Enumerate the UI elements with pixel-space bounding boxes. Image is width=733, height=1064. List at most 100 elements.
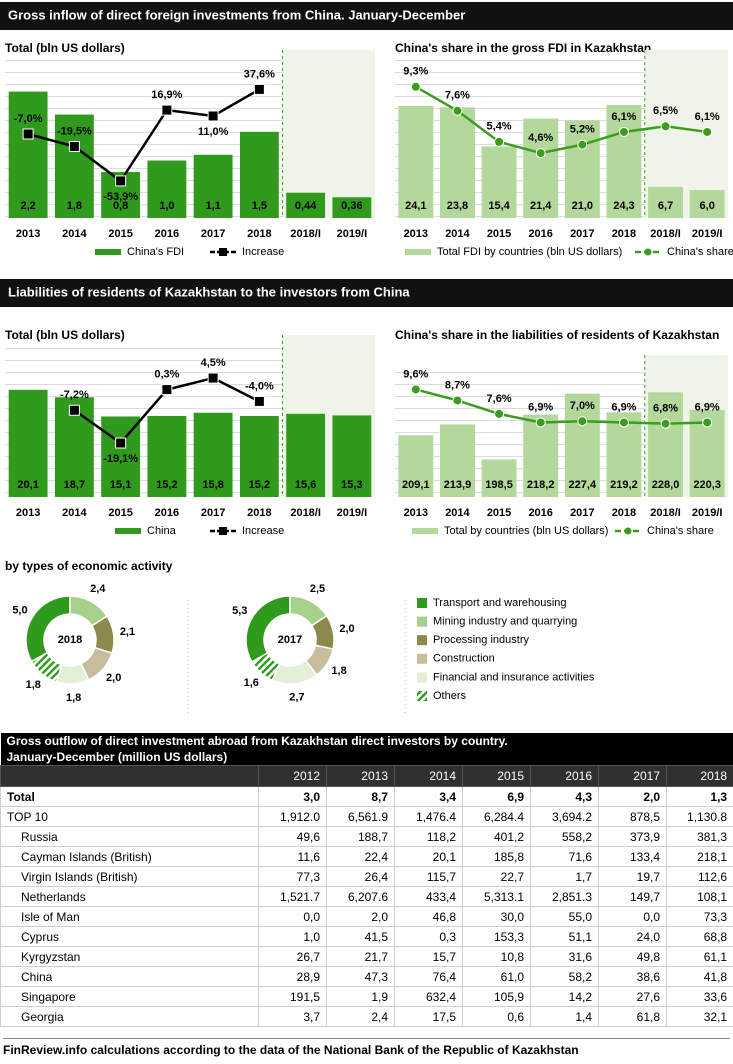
x-tick-label: 2018 [247, 507, 271, 519]
table-row: China 28,9 47,3 76,4 61,0 58,2 38,6 41,8 [0, 966, 733, 987]
bar [439, 424, 475, 497]
table-cell: 30,0 [462, 906, 531, 927]
table-cell: 51,1 [530, 926, 599, 947]
bar [239, 131, 279, 218]
table-cell: 3,4 [394, 786, 463, 807]
table-cell: 19,7 [598, 866, 667, 887]
table-row: Virgin Islands (British) 77,3 26,4 115,7 22,… [0, 866, 733, 887]
table-cell: 115,7 [394, 866, 463, 887]
bar [332, 415, 372, 497]
section-subtitle: by types of economic activity [5, 559, 173, 573]
bar-label: 15,2 [156, 479, 177, 491]
table-cell: 17,5 [394, 1006, 463, 1027]
table-row: Netherlands 1,521.7 6,207.6 433,4 5,313.1 2,8… [0, 886, 733, 907]
x-tick-label: 2017 [201, 507, 225, 519]
table-cell: 49,6 [258, 826, 327, 847]
legend-marker [644, 248, 652, 256]
bar [193, 154, 233, 218]
line-marker [577, 416, 588, 427]
bar-label: 15,2 [249, 479, 270, 491]
legend-label: Mining industry and quarrying [433, 616, 577, 628]
table-cell: 6,561.9 [326, 806, 395, 827]
line-marker [494, 408, 505, 419]
table-cell: 133,4 [598, 846, 667, 867]
bar-label: 227,4 [569, 479, 597, 491]
table-cell: 149,7 [598, 886, 667, 907]
bar-label: 6,7 [658, 200, 673, 212]
table-row: January-December (million US dollars) [0, 749, 733, 766]
table-cell: 0,6 [462, 1006, 531, 1027]
table-cell: 188,7 [326, 826, 395, 847]
table-cell: 1,912.0 [258, 806, 327, 827]
line-label: 0,3% [154, 369, 179, 381]
table-cell: 1,521.7 [258, 886, 327, 907]
line-marker [161, 384, 173, 396]
chart-title: Total (bln US dollars) [5, 41, 125, 55]
table-cell: 32,1 [665, 1006, 733, 1027]
x-tick-label: 2018/I [650, 228, 681, 240]
line-marker [68, 404, 80, 416]
section-header: Gross inflow of direct foreign investmen… [8, 7, 465, 22]
bar [648, 186, 684, 218]
table-cell: 41,8 [665, 966, 733, 987]
line-marker [253, 395, 265, 407]
table-cell: 2012 [258, 765, 327, 787]
section-header-bg [0, 279, 733, 307]
legend-label: Increase [242, 246, 284, 258]
bar [239, 415, 279, 497]
table-cell: 2,851.3 [530, 886, 599, 907]
bar [147, 415, 187, 497]
x-tick-label: 2015 [487, 507, 511, 519]
table-cell: 24,0 [598, 926, 667, 947]
bar [523, 414, 559, 497]
table-cell: 26,7 [258, 946, 327, 967]
table-cell: Netherlands [0, 886, 259, 907]
table-cell: 3,0 [258, 786, 327, 807]
table-cell: 373,9 [598, 826, 667, 847]
bar-label: 15,3 [341, 479, 362, 491]
table-cell: 1,130.8 [665, 806, 733, 827]
bar-label: 0,36 [341, 200, 362, 212]
table-cell: China [0, 966, 259, 987]
table-cell [0, 765, 259, 787]
legend-swatch [417, 653, 427, 664]
line-marker [207, 372, 219, 384]
table-cell: 2,0 [326, 906, 395, 927]
donut-label: 1,8 [26, 679, 41, 691]
x-tick-label: 2013 [404, 228, 428, 240]
table-row: 2012 2013 2014 2015 2016 2017 2018 [0, 765, 733, 787]
line [415, 388, 708, 425]
forecast-shade [282, 50, 375, 218]
line-marker [22, 128, 34, 140]
chart-title: China's share in the liabilities of resi… [395, 328, 719, 342]
table-cell: 153,3 [462, 926, 531, 947]
legend-swatch [417, 635, 427, 646]
table-cell: 61,1 [665, 946, 733, 967]
line-marker [660, 418, 671, 429]
line-label: 4,6% [528, 132, 553, 144]
x-tick-label: 2018/I [290, 228, 321, 240]
legend-label: China's share [667, 246, 733, 258]
table-row: Cayman Islands (British) 11,6 22,4 20,1 185,… [0, 846, 733, 867]
bar [398, 435, 434, 497]
table-cell: 31,6 [530, 946, 599, 967]
table-cell: 68,8 [665, 926, 733, 947]
bar-label: 228,0 [652, 479, 680, 491]
line-label: 6,1% [695, 111, 720, 123]
donut-segment [245, 595, 291, 664]
bar [286, 192, 326, 218]
donut-center-label: 2017 [278, 634, 302, 646]
x-tick-label: 2016 [155, 228, 179, 240]
donut-label: 2,4 [90, 583, 106, 595]
bar-label: 6,0 [700, 200, 715, 212]
line-label: 7,6% [487, 393, 512, 405]
table-cell: 11,6 [258, 846, 327, 867]
table-cell: 118,2 [394, 826, 463, 847]
table-cell: 2013 [326, 765, 395, 787]
bar [147, 160, 187, 218]
outflow-table: Gross outflow of direct investment abroa… [0, 733, 733, 1027]
line-label: 6,9% [611, 401, 636, 413]
table-cell: 41,5 [326, 926, 395, 947]
table-cell: 3,7 [258, 1006, 327, 1027]
